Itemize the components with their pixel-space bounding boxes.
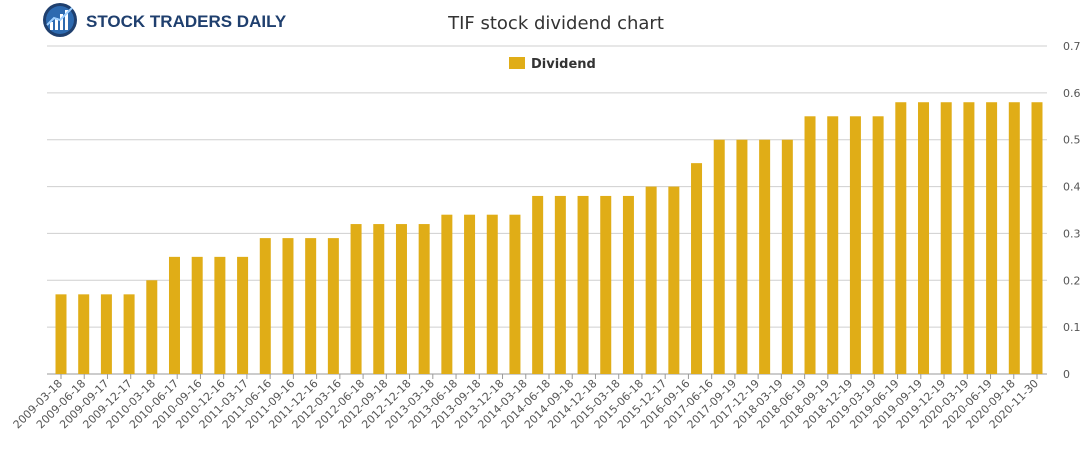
chart-title: TIF stock dividend chart	[447, 13, 664, 34]
bar[interactable]	[622, 195, 634, 374]
bar[interactable]	[940, 102, 952, 374]
bar[interactable]	[986, 102, 998, 374]
bar[interactable]	[123, 294, 135, 374]
brand-name: STOCK TRADERS DAILY	[86, 12, 287, 31]
bar[interactable]	[373, 224, 385, 374]
y-tick-label: 0.7	[1063, 40, 1081, 53]
bar[interactable]	[168, 256, 180, 374]
bar[interactable]	[827, 116, 839, 374]
y-tick-label: 0.1	[1063, 321, 1081, 334]
bar[interactable]	[282, 238, 294, 374]
bar[interactable]	[781, 139, 793, 374]
bar[interactable]	[305, 238, 317, 374]
bar[interactable]	[214, 256, 226, 374]
y-tick-label: 0.3	[1063, 227, 1081, 240]
y-tick-label: 0.6	[1063, 87, 1081, 100]
bar[interactable]	[963, 102, 975, 374]
bar[interactable]	[191, 256, 203, 374]
chart-globe-icon	[43, 3, 77, 37]
bar[interactable]	[55, 294, 67, 374]
bar[interactable]	[464, 214, 476, 374]
bar[interactable]	[1008, 102, 1020, 374]
bar[interactable]	[100, 294, 112, 374]
bar[interactable]	[600, 195, 612, 374]
bar[interactable]	[895, 102, 907, 374]
bar[interactable]	[327, 238, 339, 374]
bar[interactable]	[713, 139, 725, 374]
bar[interactable]	[237, 256, 249, 374]
bar[interactable]	[441, 214, 453, 374]
bar[interactable]	[804, 116, 816, 374]
bar[interactable]	[78, 294, 90, 374]
bar[interactable]	[395, 224, 407, 374]
bar[interactable]	[849, 116, 861, 374]
bar[interactable]	[554, 195, 566, 374]
bar[interactable]	[1031, 102, 1043, 374]
bar[interactable]	[759, 139, 771, 374]
bar[interactable]	[146, 280, 158, 374]
bar[interactable]	[418, 224, 430, 374]
y-tick-label: 0.2	[1063, 274, 1081, 287]
bar[interactable]	[872, 116, 884, 374]
legend: Dividend	[509, 57, 596, 72]
bar[interactable]	[486, 214, 498, 374]
bar[interactable]	[691, 163, 703, 374]
legend-swatch	[509, 57, 525, 69]
bar[interactable]	[509, 214, 521, 374]
y-tick-label: 0	[1063, 368, 1070, 381]
bar[interactable]	[736, 139, 748, 374]
legend-label: Dividend	[531, 57, 596, 72]
bar[interactable]	[668, 186, 680, 374]
brand-logo[interactable]: STOCK TRADERS DAILY	[43, 3, 287, 37]
bar[interactable]	[577, 195, 589, 374]
bar[interactable]	[918, 102, 930, 374]
y-tick-label: 0.4	[1063, 181, 1081, 194]
bar[interactable]	[350, 224, 362, 374]
y-tick-label: 0.5	[1063, 134, 1081, 147]
bar[interactable]	[645, 186, 657, 374]
bar[interactable]	[259, 238, 271, 374]
bar[interactable]	[532, 195, 544, 374]
